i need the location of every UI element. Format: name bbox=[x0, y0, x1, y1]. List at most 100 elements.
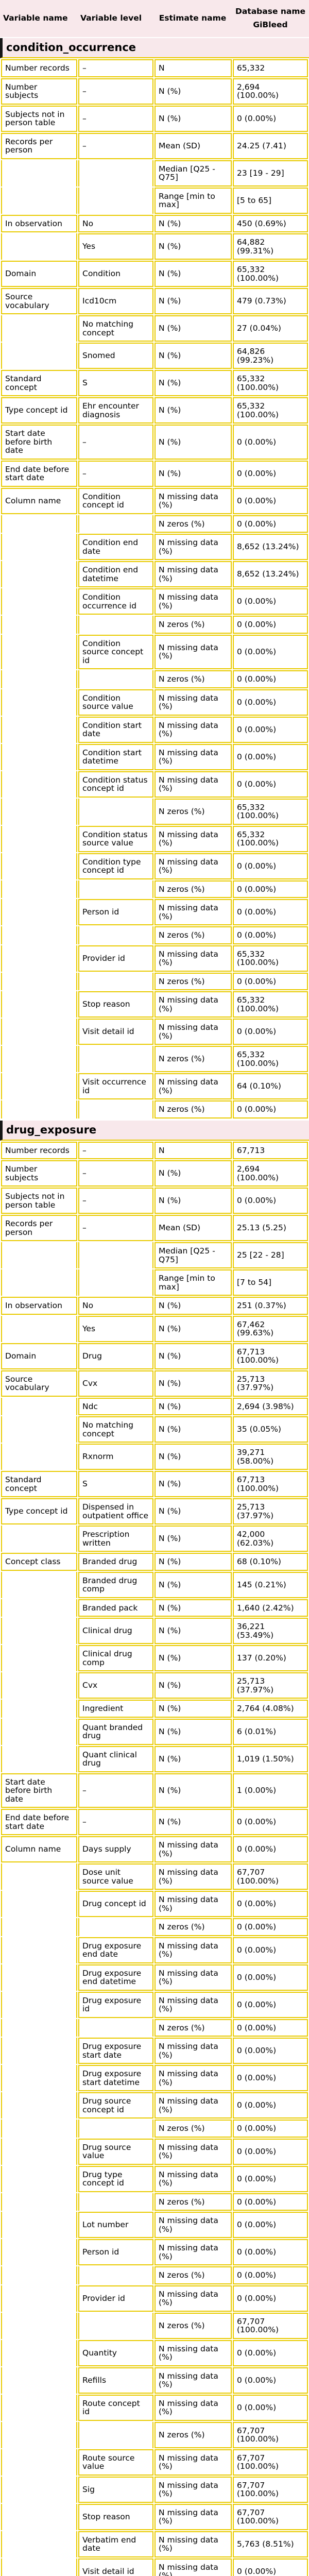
estimate-name-cell: N zeros (%) bbox=[154, 2266, 232, 2284]
estimate-name-cell: N zeros (%) bbox=[154, 1046, 232, 1072]
table-row: Ndc N (%) 2,694 (3.98%) bbox=[1, 1397, 308, 1415]
variable-level-cell: Dispensed in outpatient office bbox=[78, 1498, 153, 1524]
table-row: Rxnorm N (%) 39,271 (58.00%) bbox=[1, 1444, 308, 1470]
estimate-name-cell: N (%) bbox=[154, 1498, 232, 1524]
variable-name-cell bbox=[1, 926, 77, 944]
estimate-name-cell: N missing data (%) bbox=[154, 2165, 232, 2192]
variable-name-cell: Type concept id bbox=[1, 397, 77, 423]
variable-name-cell: Number subjects bbox=[1, 78, 77, 105]
variable-level-cell: No matching concept bbox=[78, 1416, 153, 1443]
estimate-name-cell: N missing data (%) bbox=[154, 716, 232, 743]
variable-level-cell: Condition status concept id bbox=[78, 771, 153, 798]
value-cell: 479 (0.73%) bbox=[233, 288, 308, 314]
value-cell: 0 (0.00%) bbox=[233, 2120, 308, 2138]
variable-name-cell bbox=[1, 2138, 77, 2165]
variable-name-cell bbox=[1, 515, 77, 533]
variable-level-cell bbox=[78, 670, 153, 688]
variable-level-cell bbox=[78, 880, 153, 898]
table-row: Median [Q25 - Q75] 23 [19 - 29] bbox=[1, 160, 308, 187]
estimate-name-cell: N missing data (%) bbox=[154, 1964, 232, 1991]
value-cell: 0 (0.00%) bbox=[233, 716, 308, 743]
estimate-name-cell: N missing data (%) bbox=[154, 561, 232, 587]
value-cell: 64,826 (99.23%) bbox=[233, 343, 308, 369]
table-row: N zeros (%) 0 (0.00%) bbox=[1, 972, 308, 990]
value-cell: 0 (0.00%) bbox=[233, 588, 308, 615]
value-cell: 2,764 (4.08%) bbox=[233, 1700, 308, 1718]
variable-level-cell bbox=[78, 616, 153, 634]
table-row: Records per person – Mean (SD) 24.25 (7.41) bbox=[1, 132, 308, 159]
variable-name-cell bbox=[1, 561, 77, 587]
variable-level-cell bbox=[78, 2312, 153, 2339]
value-cell: 0 (0.00%) bbox=[233, 2394, 308, 2421]
col-header-database: Database name GiBleed bbox=[232, 6, 309, 30]
variable-name-cell bbox=[1, 1073, 77, 1099]
variable-level-cell: Quant branded drug bbox=[78, 1718, 153, 1745]
variable-name-cell bbox=[1, 2558, 77, 2576]
variable-name-cell bbox=[1, 2239, 77, 2265]
estimate-name-cell: N zeros (%) bbox=[154, 880, 232, 898]
variable-level-cell: Condition end date bbox=[78, 534, 153, 560]
variable-name-cell bbox=[1, 1571, 77, 1598]
variable-name-cell bbox=[1, 1242, 77, 1268]
variable-level-cell: Drug concept id bbox=[78, 1891, 153, 1917]
table-row: Type concept id Dispensed in outpatient o… bbox=[1, 1498, 308, 1524]
value-cell: 0 (0.00%) bbox=[233, 1019, 308, 1045]
table-row: Condition start datetime N missing data (… bbox=[1, 743, 308, 770]
variable-level-cell: – bbox=[78, 1215, 153, 1241]
table-row: Median [Q25 - Q75] 25 [22 - 28] bbox=[1, 1242, 308, 1268]
value-cell: 1,640 (2.42%) bbox=[233, 1599, 308, 1617]
table-row: Yes N (%) 64,882 (99.31%) bbox=[1, 233, 308, 260]
variable-level-cell: Visit detail id bbox=[78, 1019, 153, 1045]
value-cell: 1,019 (1.50%) bbox=[233, 1745, 308, 1772]
variable-name-cell bbox=[1, 2038, 77, 2064]
variable-level-cell: Cvx bbox=[78, 1370, 153, 1397]
variable-level-cell: Clinical drug bbox=[78, 1618, 153, 1644]
table-row: Sig N missing data (%) 67,707 (100.00%) bbox=[1, 2476, 308, 2503]
estimate-name-cell: N missing data (%) bbox=[154, 2367, 232, 2394]
estimate-name-cell: N (%) bbox=[154, 261, 232, 287]
variable-level-cell: Drug exposure end datetime bbox=[78, 1964, 153, 1991]
estimate-name-cell: N missing data (%) bbox=[154, 588, 232, 615]
variable-level-cell: Ingredient bbox=[78, 1700, 153, 1718]
estimate-name-cell: N zeros (%) bbox=[154, 2193, 232, 2211]
variable-name-cell bbox=[1, 233, 77, 260]
variable-name-cell: Start date before birth date bbox=[1, 425, 77, 460]
variable-level-cell: – bbox=[78, 460, 153, 487]
variable-level-cell: – bbox=[78, 1141, 153, 1159]
variable-name-cell bbox=[1, 880, 77, 898]
variable-name-cell bbox=[1, 2165, 77, 2192]
estimate-name-cell: N missing data (%) bbox=[154, 899, 232, 925]
value-cell: 67,462 (99.63%) bbox=[233, 1315, 308, 1342]
variable-name-cell: End date before start date bbox=[1, 460, 77, 487]
variable-name-cell bbox=[1, 2312, 77, 2339]
estimate-name-cell: N missing data (%) bbox=[154, 771, 232, 798]
variable-name-cell bbox=[1, 2367, 77, 2394]
estimate-name-cell: N (%) bbox=[154, 1297, 232, 1315]
table-row: Prescription written N (%) 42,000 (62.03%) bbox=[1, 1526, 308, 1552]
variable-name-cell bbox=[1, 2394, 77, 2421]
variable-level-cell: Prescription written bbox=[78, 1526, 153, 1552]
variable-level-cell: Drug exposure start datetime bbox=[78, 2065, 153, 2091]
variable-name-cell bbox=[1, 2421, 77, 2448]
variable-level-cell: Days supply bbox=[78, 1836, 153, 1862]
value-cell: 68 (0.10%) bbox=[233, 1553, 308, 1571]
variable-level-cell bbox=[78, 2120, 153, 2138]
variable-level-cell: Sig bbox=[78, 2476, 153, 2503]
variable-name-cell: Number records bbox=[1, 59, 77, 77]
table-row: Person id N missing data (%) 0 (0.00%) bbox=[1, 899, 308, 925]
table-row: Start date before birth date – N (%) 0 (0.0… bbox=[1, 425, 308, 460]
table-row: N zeros (%) 0 (0.00%) bbox=[1, 2120, 308, 2138]
value-cell: 0 (0.00%) bbox=[233, 771, 308, 798]
value-cell: 0 (0.00%) bbox=[233, 634, 308, 669]
variable-name-cell bbox=[1, 899, 77, 925]
table-row: Condition status source value N missing d… bbox=[1, 825, 308, 852]
value-cell: 67,707 (100.00%) bbox=[233, 2312, 308, 2339]
table-row: Drug source concept id N missing data (%)… bbox=[1, 2092, 308, 2119]
estimate-name-cell: N missing data (%) bbox=[154, 2065, 232, 2091]
variable-name-cell bbox=[1, 1863, 77, 1890]
table-row: Clinical drug N (%) 36,221 (53.49%) bbox=[1, 1618, 308, 1644]
column-header-row: Variable name Variable level Estimate na… bbox=[0, 0, 309, 37]
estimate-name-cell: N (%) bbox=[154, 1553, 232, 1571]
table-row: Number subjects – N (%) 2,694 (100.00%) bbox=[1, 1160, 308, 1187]
estimate-name-cell: N (%) bbox=[154, 1370, 232, 1397]
